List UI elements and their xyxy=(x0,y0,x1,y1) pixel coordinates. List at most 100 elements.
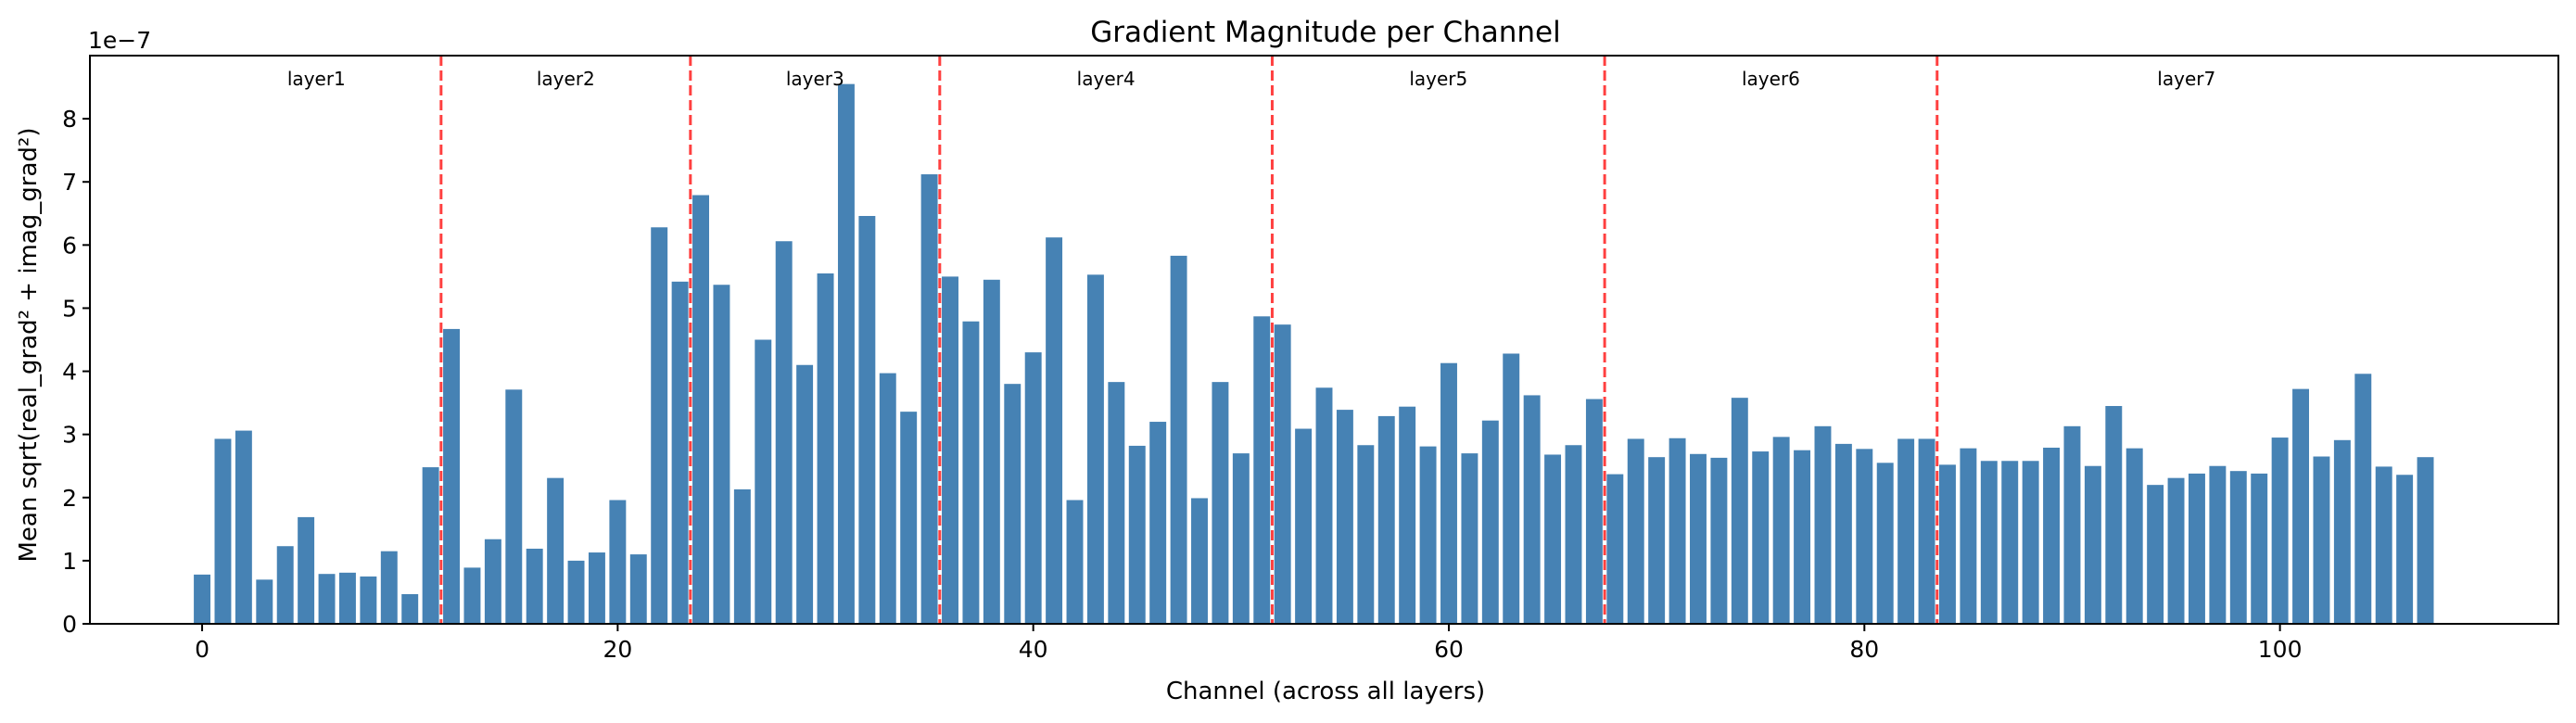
bar-channel-87 xyxy=(2001,461,2019,624)
bar-channel-3 xyxy=(256,579,273,624)
y-tick-label: 4 xyxy=(62,359,77,386)
bar-channel-45 xyxy=(1128,445,1146,624)
bar-channel-4 xyxy=(276,546,294,624)
bar-channel-37 xyxy=(962,321,980,624)
layer-label-layer7: layer7 xyxy=(2157,68,2215,90)
bar-channel-12 xyxy=(443,328,461,624)
bar-channel-90 xyxy=(2063,425,2081,624)
bar-channel-106 xyxy=(2396,475,2414,624)
x-tick-label: 100 xyxy=(2258,636,2303,663)
bar-channel-82 xyxy=(1897,438,1915,624)
x-tick-label: 20 xyxy=(603,636,632,663)
bar-channel-80 xyxy=(1856,449,1873,624)
bar-channel-9 xyxy=(380,551,398,624)
layer-label-layer5: layer5 xyxy=(1409,68,1467,90)
layer-labels: layer1 layer2 layer3 layer4 layer5 layer6 laye… xyxy=(287,68,2215,90)
bar-channel-96 xyxy=(2188,473,2205,624)
bar-channel-8 xyxy=(360,576,377,624)
bar-channel-29 xyxy=(796,364,814,624)
bar-channel-7 xyxy=(338,572,356,624)
bar-channel-17 xyxy=(547,477,565,624)
bar-channel-51 xyxy=(1253,316,1271,624)
bar-channel-102 xyxy=(2313,456,2330,624)
bar-channel-107 xyxy=(2417,457,2434,624)
y-axis-label: Mean sqrt(real_grad² + imag_grad²) xyxy=(15,127,43,562)
bar-channel-88 xyxy=(2022,461,2039,624)
bar-channel-15 xyxy=(505,389,523,624)
bar-channel-39 xyxy=(1004,384,1022,624)
bar-channel-47 xyxy=(1170,255,1187,624)
bar-channel-103 xyxy=(2333,439,2351,624)
bar-channel-26 xyxy=(733,488,751,624)
bar-channel-83 xyxy=(1918,438,1935,624)
bars-group xyxy=(194,83,2434,625)
bar-channel-60 xyxy=(1440,362,1457,624)
bar-channel-52 xyxy=(1274,324,1291,624)
x-axis-ticks: 0 20 40 60 80 100 xyxy=(195,624,2302,663)
bar-channel-89 xyxy=(2043,447,2061,624)
x-tick-label: 40 xyxy=(1019,636,1048,663)
bar-channel-84 xyxy=(1939,464,1956,624)
bar-channel-10 xyxy=(401,593,419,624)
bar-channel-5 xyxy=(298,516,315,624)
bar-channel-68 xyxy=(1606,474,1624,624)
bar-channel-43 xyxy=(1086,274,1104,624)
bar-channel-57 xyxy=(1377,415,1395,624)
bar-channel-62 xyxy=(1481,420,1499,624)
bar-channel-69 xyxy=(1627,438,1644,624)
bar-channel-14 xyxy=(484,539,501,624)
bar-channel-13 xyxy=(463,567,481,624)
layer-label-layer1: layer1 xyxy=(287,68,346,90)
bar-channel-23 xyxy=(671,281,689,624)
bar-channel-100 xyxy=(2271,438,2289,624)
bar-channel-81 xyxy=(1876,463,1894,624)
y-offset-label: 1e−7 xyxy=(88,27,151,54)
bar-channel-35 xyxy=(920,174,938,624)
bar-channel-77 xyxy=(1794,450,1811,624)
chart-title: Gradient Magnitude per Channel xyxy=(1090,16,1561,49)
bar-channel-72 xyxy=(1690,453,1707,624)
y-tick-label: 7 xyxy=(62,169,77,196)
x-tick-label: 60 xyxy=(1434,636,1464,663)
bar-channel-44 xyxy=(1108,382,1125,624)
bar-channel-46 xyxy=(1149,422,1167,624)
y-axis-ticks: 0 1 2 3 4 5 6 7 8 xyxy=(62,106,90,638)
bar-channel-41 xyxy=(1046,237,1063,624)
bar-channel-19 xyxy=(588,552,605,624)
bar-channel-24 xyxy=(692,195,709,624)
bar-channel-55 xyxy=(1336,410,1353,624)
bar-channel-67 xyxy=(1585,399,1603,624)
bar-channel-21 xyxy=(629,554,647,624)
bar-channel-59 xyxy=(1419,446,1437,624)
layer-label-layer6: layer6 xyxy=(1742,68,1800,90)
bar-channel-105 xyxy=(2375,466,2392,624)
bar-channel-92 xyxy=(2105,406,2123,624)
bar-channel-86 xyxy=(1980,461,1998,624)
bar-channel-38 xyxy=(983,279,1000,624)
layer-label-layer3: layer3 xyxy=(786,68,844,90)
bar-channel-31 xyxy=(837,83,855,624)
bar-channel-94 xyxy=(2147,485,2164,624)
y-tick-label: 5 xyxy=(62,295,77,322)
bar-channel-104 xyxy=(2354,374,2372,624)
plot-frame xyxy=(89,55,2559,625)
y-tick-label: 6 xyxy=(62,232,77,259)
bar-channel-42 xyxy=(1066,500,1084,624)
bar-channel-64 xyxy=(1523,395,1541,624)
bar-channel-33 xyxy=(879,373,896,624)
bar-channel-28 xyxy=(775,241,793,624)
bar-channel-34 xyxy=(900,412,918,624)
bar-channel-20 xyxy=(609,500,627,624)
bar-channel-73 xyxy=(1710,457,1728,624)
bar-channel-50 xyxy=(1232,453,1250,624)
bar-channel-63 xyxy=(1503,353,1520,624)
bar-channel-1 xyxy=(214,438,232,624)
bar-channel-18 xyxy=(567,560,585,624)
bar-channel-0 xyxy=(194,574,211,624)
bar-channel-48 xyxy=(1191,498,1208,624)
x-axis-label: Channel (across all layers) xyxy=(1166,678,1485,705)
bar-channel-98 xyxy=(2229,471,2247,624)
y-tick-label: 8 xyxy=(62,106,77,133)
bar-channel-30 xyxy=(817,273,834,624)
bar-channel-40 xyxy=(1024,352,1042,624)
